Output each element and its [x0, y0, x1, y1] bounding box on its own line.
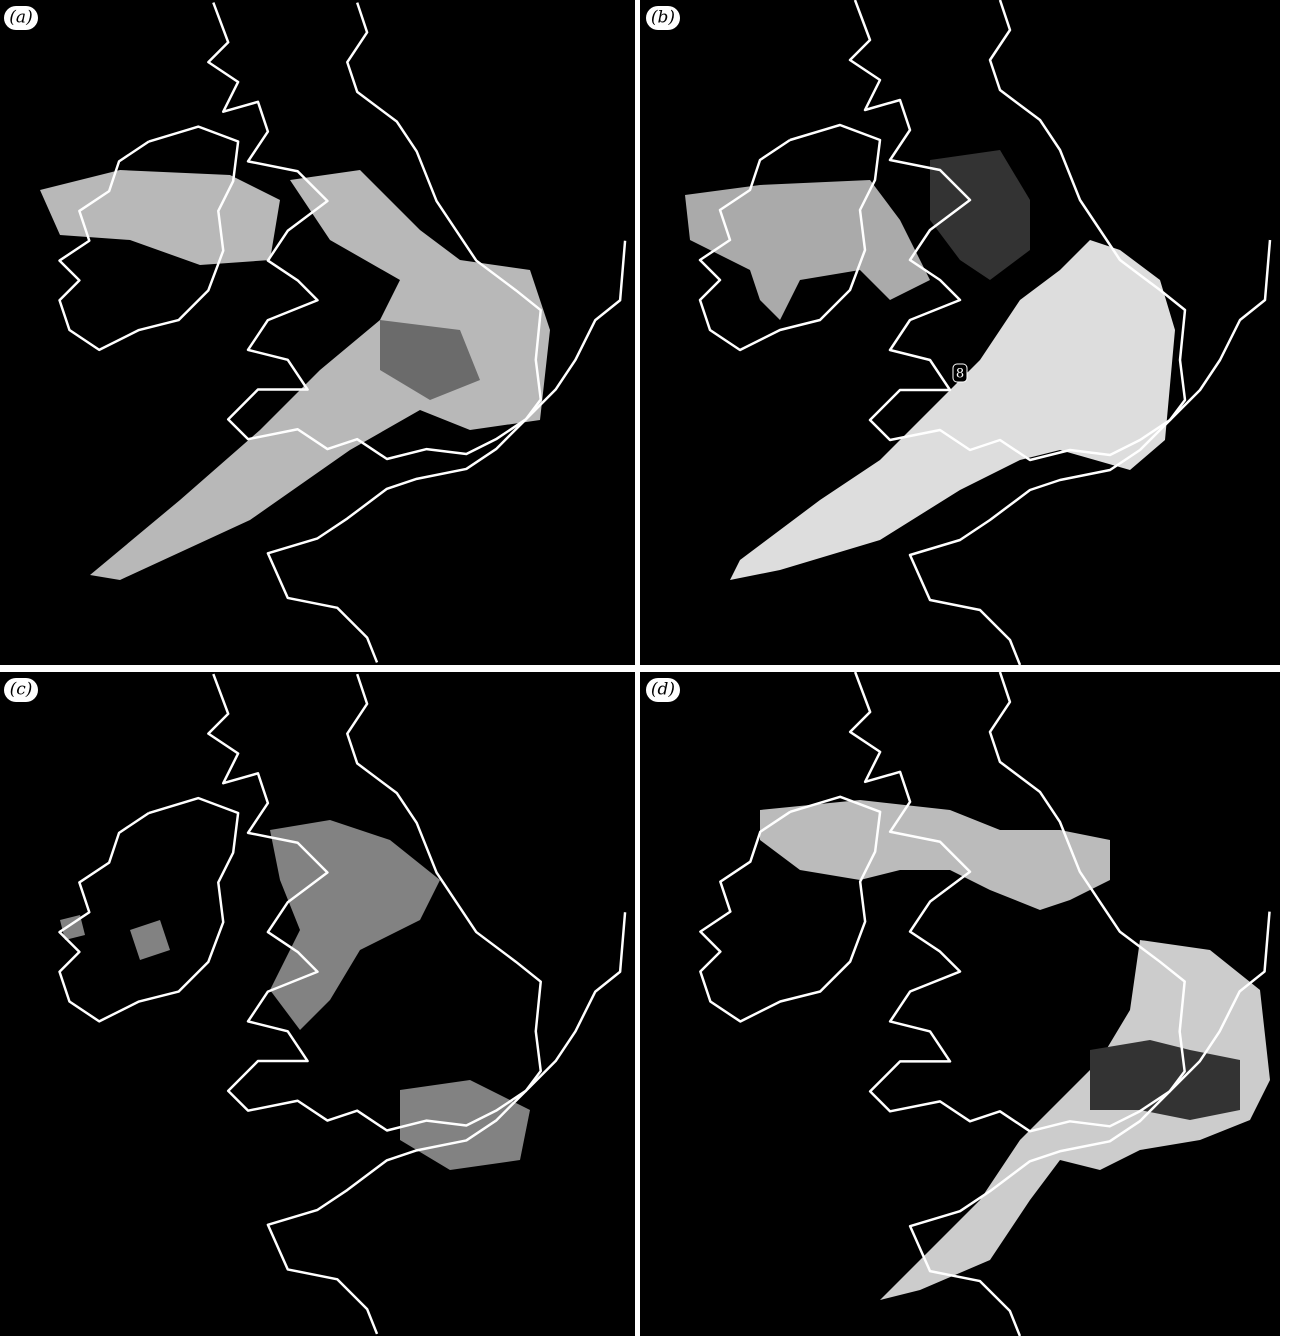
- panel-label: (a): [9, 8, 32, 28]
- panel-label: (d): [651, 680, 675, 700]
- panel-d: (d): [640, 672, 1280, 1336]
- annotation: 8: [956, 367, 964, 382]
- panel-label: (b): [651, 8, 675, 28]
- panel-a: (a): [0, 0, 635, 665]
- panel-label: (c): [10, 680, 33, 700]
- page: (a) 8 (b) (c): [0, 0, 1290, 1336]
- figure: (a) 8 (b) (c): [0, 0, 1290, 1336]
- panel-b: 8 (b): [640, 0, 1280, 665]
- panel-c: (c): [0, 672, 635, 1336]
